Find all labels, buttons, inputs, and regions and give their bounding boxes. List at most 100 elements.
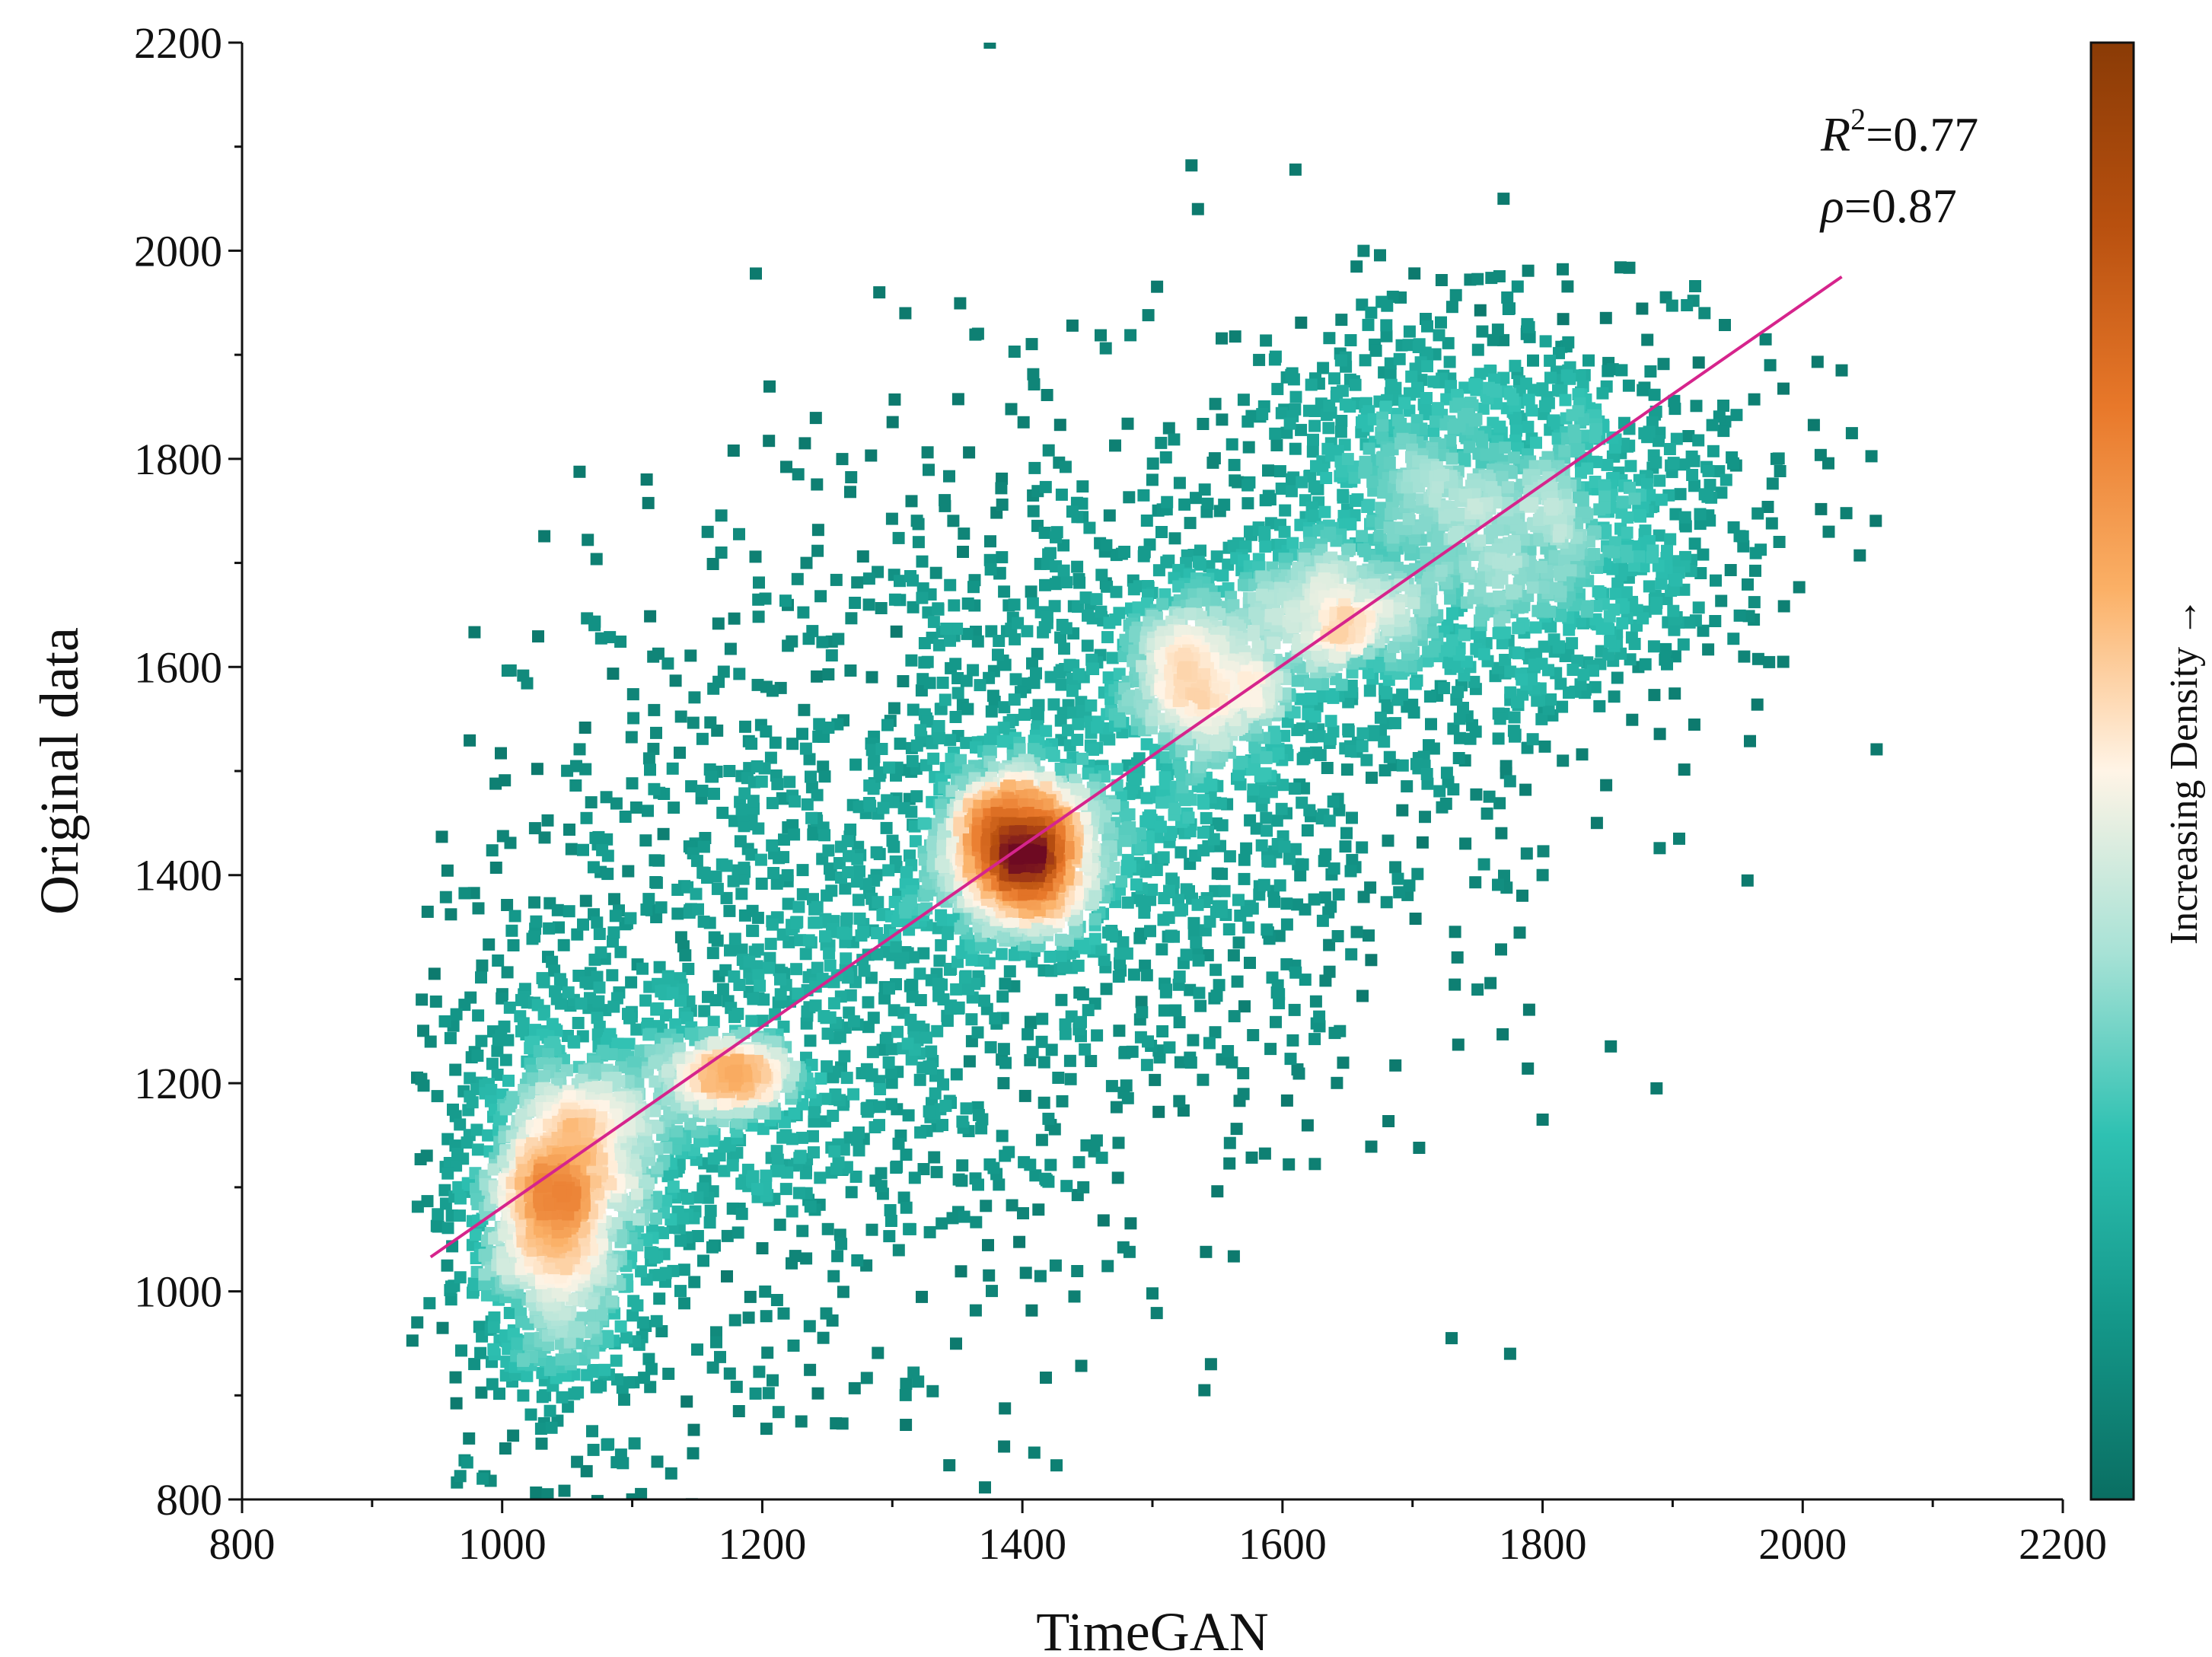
scatter-point (1066, 505, 1079, 518)
scatter-point (956, 1115, 969, 1128)
scatter-point (715, 546, 728, 559)
scatter-point (570, 760, 582, 773)
scatter-point (779, 1129, 792, 1142)
scatter-point (610, 797, 623, 810)
scatter-point (650, 726, 662, 739)
scatter-point (1653, 728, 1666, 741)
scatter-point (1163, 1041, 1176, 1054)
scatter-point (1071, 1265, 1084, 1277)
scatter-point (1357, 891, 1370, 903)
scatter-point (881, 1031, 894, 1044)
scatter-point (674, 746, 686, 759)
scatter-point (610, 1354, 623, 1367)
scatter-point (1197, 797, 1210, 810)
scatter-point (1242, 921, 1255, 934)
scatter-point (1359, 545, 1372, 558)
scatter-point (1445, 1332, 1458, 1345)
scatter-point (1301, 1119, 1314, 1132)
scatter-point (993, 635, 1006, 647)
scatter-point (454, 1118, 467, 1131)
scatter-point (856, 954, 869, 967)
scatter-point (1049, 1259, 1062, 1272)
scatter-point (432, 1208, 445, 1221)
scatter-point (1288, 782, 1301, 795)
scatter-point (997, 1043, 1010, 1056)
scatter-point (1807, 419, 1820, 432)
scatter-point (571, 928, 584, 941)
scatter-point (467, 887, 480, 900)
scatter-point (1345, 948, 1358, 961)
scatter-point (464, 1072, 477, 1085)
scatter-point (1323, 814, 1336, 827)
scatter-point (1396, 804, 1409, 817)
scatter-point (1688, 480, 1700, 492)
scatter-point (1444, 592, 1457, 605)
scatter-point (1231, 975, 1244, 988)
scatter-point (1218, 499, 1231, 511)
scatter-point (1376, 419, 1389, 432)
scatter-point (1154, 821, 1167, 833)
scatter-point (687, 1447, 700, 1460)
scatter-point (804, 1200, 817, 1213)
scatter-point (814, 1072, 827, 1085)
scatter-point (782, 639, 795, 652)
scatter-point (1184, 825, 1197, 838)
scatter-point (901, 1037, 914, 1050)
scatter-point (627, 712, 640, 725)
scatter-point (1468, 414, 1481, 427)
scatter-point (1238, 1000, 1251, 1013)
scatter-point (1140, 515, 1153, 527)
scatter-point (428, 967, 441, 980)
scatter-point (1288, 1003, 1301, 1016)
scatter-point (1538, 604, 1551, 617)
scatter-point (1008, 948, 1021, 961)
scatter-point (1512, 622, 1525, 635)
scatter-point (1295, 423, 1308, 436)
scatter-point (1133, 932, 1146, 945)
scatter-point (697, 915, 710, 928)
scatter-point (1130, 878, 1143, 891)
scatter-point (849, 1171, 862, 1183)
scatter-point (766, 839, 779, 852)
scatter-point (1749, 546, 1762, 559)
scatter-point (1228, 458, 1241, 471)
scatter-point (852, 894, 865, 907)
scatter-point (1557, 263, 1569, 276)
scatter-point (1707, 445, 1720, 457)
scatter-point (1050, 1459, 1063, 1472)
scatter-point (1289, 442, 1302, 455)
scatter-point (1698, 488, 1711, 501)
scatter-point (432, 1220, 445, 1233)
scatter-point (995, 482, 1008, 495)
scatter-point (1268, 895, 1280, 908)
scatter-point (1535, 712, 1548, 725)
scatter-point (996, 499, 1009, 511)
scatter-point (1535, 658, 1548, 671)
scatter-point (458, 999, 471, 1012)
scatter-point (601, 1439, 614, 1451)
scatter-point (781, 868, 794, 881)
scatter-point (1626, 713, 1639, 726)
scatter-point (1458, 629, 1471, 642)
scatter-point (1216, 569, 1229, 582)
scatter-point (1174, 761, 1187, 773)
scatter-point (607, 1000, 620, 1013)
scatter-point (1073, 573, 1085, 585)
scatter-point (1363, 442, 1375, 455)
scatter-point (865, 1069, 878, 1082)
scatter-point (1314, 749, 1327, 762)
scatter-point (844, 486, 856, 499)
scatter-point (517, 1354, 529, 1367)
scatter-point (1213, 979, 1226, 992)
scatter-point (543, 922, 556, 935)
scatter-point (1058, 642, 1070, 655)
scatter-point (1383, 521, 1396, 534)
scatter-point (792, 468, 805, 481)
scatter-point (1187, 916, 1200, 929)
scatter-point (853, 912, 866, 925)
scatter-point (1356, 727, 1369, 740)
scatter-point (828, 1145, 841, 1158)
scatter-point (461, 1456, 473, 1469)
scatter-point (1149, 1073, 1162, 1086)
scatter-point (411, 1316, 424, 1329)
